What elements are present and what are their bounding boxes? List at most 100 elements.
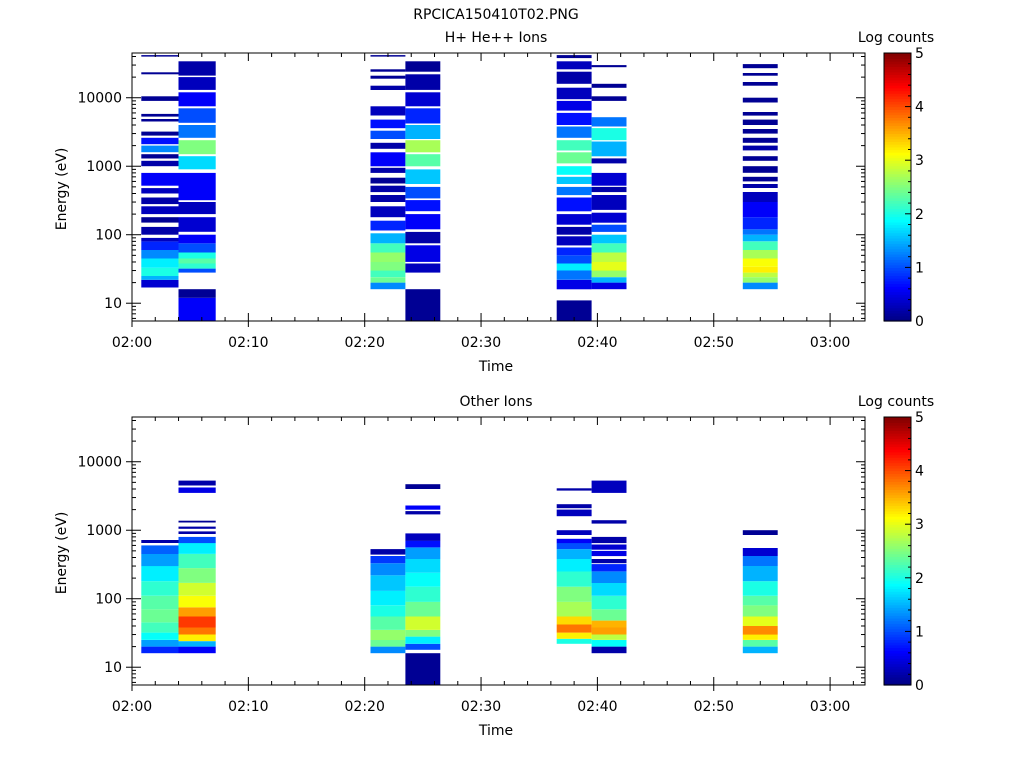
panel-2-cell [556,624,592,633]
panel-1-colorbar-segment [884,63,911,67]
panel-1-cell [370,185,406,193]
panel-1-colorbar-tick-label: 5 [915,46,924,62]
panel-2-cell [405,636,441,644]
panel-1-cell [141,160,179,167]
panel-1-cell [141,276,179,280]
panel-2-cell [591,520,627,524]
panel-1-cell [591,65,627,68]
panel-1-colorbar-segment [884,152,911,156]
panel-1-colorbar-segment [884,98,911,102]
panel-1-cell [742,137,778,143]
panel-1-colorbar-segment [884,211,911,215]
panel-1-cell [742,73,778,76]
panel-2-colorbar-segment [884,572,911,576]
panel-1-cell [178,92,216,107]
panel-2-colorbar-segment [884,508,911,512]
panel-2-colorbar-segment [884,513,911,517]
panel-2-colorbar-segment [884,484,911,488]
panel-1-cell [556,100,592,111]
panel-2-cell [178,634,216,642]
panel-1-colorbar-segment [884,69,911,73]
panel-2-cell [556,586,592,602]
panel-1-colorbar: 0 1 2 3 4 5 [883,46,924,330]
panel-1-colorbar-segment [884,87,911,92]
panel-2-cell [405,630,441,637]
panel-1-cell [178,125,216,138]
panel-2-cell [742,626,778,635]
panel-2-colorbar-segment [884,626,911,630]
panel-2-colorbar-segment [884,542,911,547]
panel-2-colorbar-frame [883,416,912,686]
panel-2-cell [405,616,441,630]
panel-2-cell [178,595,216,608]
panel-1-colorbar-segment [884,187,911,191]
panel-2-colorbar-segment [884,631,911,635]
panel-1-colorbar-segment [884,71,911,76]
panel-2-ylabel: Energy (eV) [54,512,70,595]
panel-2-axes: 02:00 02:10 02:20 02:30 02:40 02:50 03:00 10 100… [77,417,865,715]
panel-1-cell [591,172,627,186]
panel-2-x-tick-label: 03:00 [810,699,850,715]
panel-2-colorbar-segment [884,553,911,557]
panel-2-colorbar-segment [884,551,911,555]
panel-2-cell [141,595,179,610]
panel-1-cell [591,262,627,271]
panel-1-cell [178,77,216,90]
panel-1-cell [370,206,406,218]
panel-1-colorbar-segment [884,160,911,164]
panel-1-colorbar-segment [884,111,911,116]
panel-1-cell [405,200,441,212]
panel-2-colorbar-segment [884,526,911,531]
panel-2-colorbar-segment [884,623,911,627]
panel-2-cell [405,653,441,685]
panel-2-cell [141,622,179,633]
panel-2-colorbar-segment [884,481,911,485]
panel-2-cell [405,505,441,510]
panel-1-colorbar-segment [884,90,911,94]
panel-1-cell [591,270,627,278]
panel-2-cell [141,640,179,647]
panel-h-he-ions: H+ He++ Ions Energy (eV) Time Log counts… [54,30,934,375]
panel-2-colorbar-segment [884,489,911,493]
panel-2-cell [556,530,592,535]
panel-1-cell [178,234,216,244]
panel-1-cell [141,119,179,122]
panel-1-y-tick-label: 10000 [77,91,122,107]
panel-2-colorbar-segment [884,425,911,429]
panel-2-colorbar-segment [884,596,911,600]
panel-2-y-tick-label: 10 [104,660,122,676]
panel-1-colorbar-segment [884,93,911,97]
panel-1-cell [591,186,627,193]
panel-1-cell [141,197,179,205]
panel-2-cell [370,640,406,647]
panel-2-cell [591,627,627,635]
panel-1-cell [405,214,441,230]
panel-2-colorbar-tick-label: 0 [915,678,924,694]
panel-2-cell [178,627,216,635]
panel-1-colorbar-segment [884,61,911,65]
panel-1-x-tick-label: 02:20 [345,335,385,351]
panel-2-cell [742,634,778,640]
panel-1-colorbar-segment [884,74,911,78]
panel-1-cell [370,195,406,202]
panel-2-colorbar-segment [884,529,911,533]
panel-1-colorbar-segment [884,103,911,108]
panel-1-colorbar-segment [884,192,911,196]
panel-1-colorbar-segment [884,278,911,282]
panel-1-cell [178,172,216,201]
panel-2-cell [178,536,216,544]
panel-2-colorbar-tick-label: 2 [915,571,924,587]
panel-2-colorbar-segment [884,591,911,595]
panel-2-colorbar-segment [884,435,911,440]
panel-1-x-tick-label: 02:50 [694,335,734,351]
panel-2-cell [556,559,592,572]
panel-1-colorbar-frame [883,52,912,322]
panel-2-colorbar-segment [884,593,911,598]
panel-1-colorbar-segment [884,312,911,317]
panel-2-colorbar-segment [884,548,911,552]
panel-2-x-tick-label: 02:00 [112,699,152,715]
panel-2-colorbar-segment [884,634,911,638]
panel-1-cell [591,195,627,210]
panel-1-cell [742,82,778,86]
panel-1-cell [591,282,627,290]
